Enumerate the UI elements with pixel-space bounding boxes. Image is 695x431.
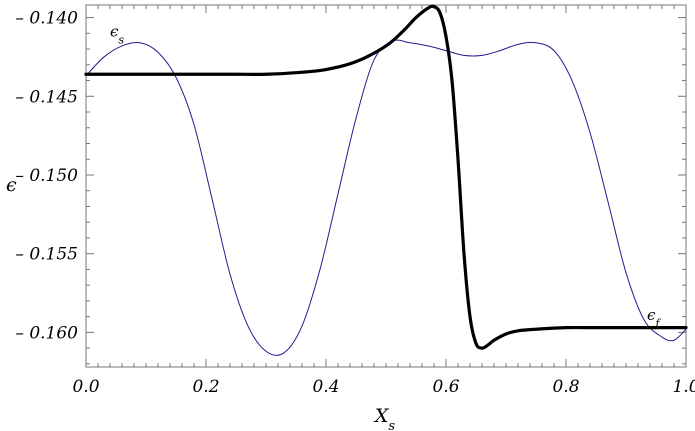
x-axis-ticks: 0.0 0.2 0.4 0.6 0.8 1.0: [72, 5, 695, 397]
axes-frame: [85, 4, 687, 368]
y-axis-title: ϵ: [6, 174, 17, 196]
annotations: ϵs ϵf: [110, 22, 661, 329]
x-tick-label: 0.4: [312, 377, 339, 397]
y-tick-label: – 0.155: [15, 245, 78, 265]
x-tick-label: 0.6: [432, 377, 459, 397]
x-tick-label: 0.8: [552, 377, 579, 397]
y-tick-label: – 0.145: [15, 87, 78, 107]
y-axis-ticks: – 0.140 – 0.145 – 0.150 – 0.155 – 0.160: [15, 9, 686, 365]
series-epsilon-f-line: [84, 4, 688, 350]
series-epsilon-s-line: [85, 39, 687, 356]
x-tick-label: 0.2: [192, 377, 219, 397]
y-tick-label: – 0.150: [15, 166, 78, 186]
x-tick-label: 0.0: [72, 377, 99, 397]
annotation-epsilon-s: ϵs: [110, 22, 124, 46]
series-layer: [84, 4, 688, 356]
plot-frame: [85, 4, 687, 368]
annotation-epsilon-f: ϵf: [647, 306, 661, 330]
x-tick-label: 1.0: [672, 377, 695, 397]
x-axis-title: Xs: [373, 405, 396, 431]
y-tick-label: – 0.160: [15, 323, 78, 343]
y-tick-label: – 0.140: [15, 9, 78, 29]
